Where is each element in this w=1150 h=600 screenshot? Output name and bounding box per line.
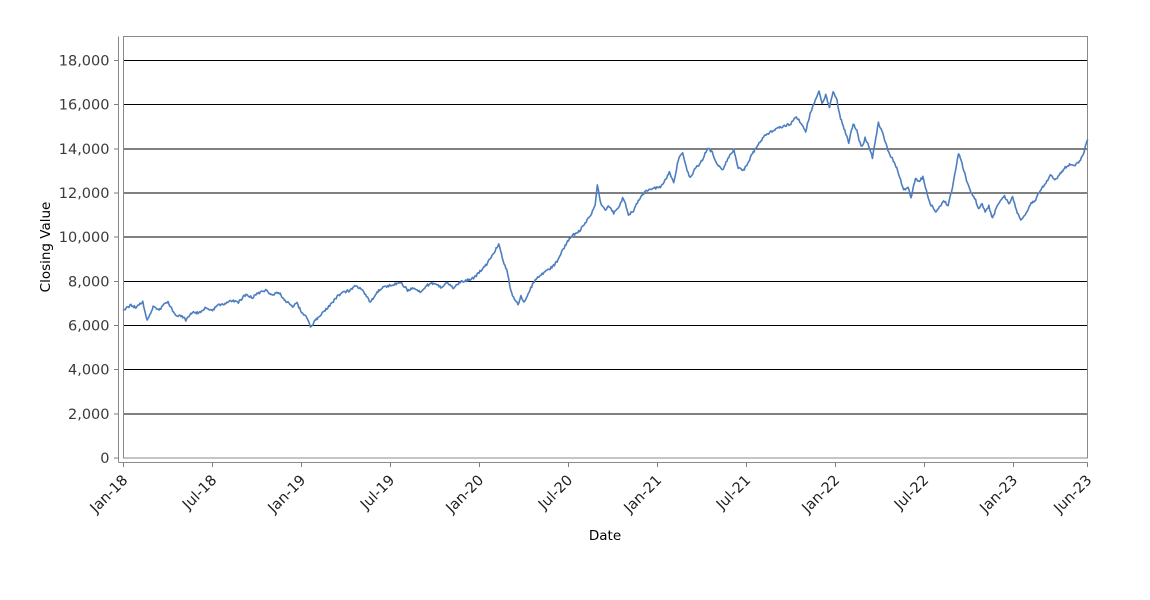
x-tick-label: Jul-19	[357, 473, 398, 514]
x-tick-label: Jan-20	[443, 473, 488, 518]
x-axis-title: Date	[588, 528, 622, 544]
x-tick-label: Jan-22	[799, 473, 844, 518]
y-tick-label: 18,000	[59, 53, 110, 69]
y-axis-title: Closing Value	[38, 201, 54, 293]
x-tick-label: Jan-23	[977, 473, 1022, 518]
plot-border	[122, 35, 1089, 459]
y-tick-label: 0	[100, 451, 109, 467]
x-tick-label: Jun-23	[1051, 473, 1096, 518]
x-tick-label: Jul-20	[535, 473, 576, 514]
series-line	[122, 90, 1089, 328]
y-tick-label: 4,000	[68, 363, 110, 379]
x-tick-label: Jan-19	[265, 473, 310, 518]
y-tick-label: 2,000	[68, 407, 110, 423]
y-tick-label: 6,000	[68, 318, 110, 334]
y-tick-label: 12,000	[59, 186, 110, 202]
x-tick-label: Jan-21	[621, 473, 666, 518]
y-tick-label: 14,000	[59, 142, 110, 158]
y-tick-label: 8,000	[68, 274, 110, 290]
y-tick-label: 16,000	[59, 98, 110, 114]
y-tick-label: 10,000	[59, 230, 110, 246]
x-tick-label: Jul-18	[179, 473, 220, 514]
x-tick-label: Jul-21	[713, 473, 754, 514]
x-tick-label: Jan-18	[87, 473, 132, 518]
x-tick-label: Jul-22	[891, 473, 932, 514]
